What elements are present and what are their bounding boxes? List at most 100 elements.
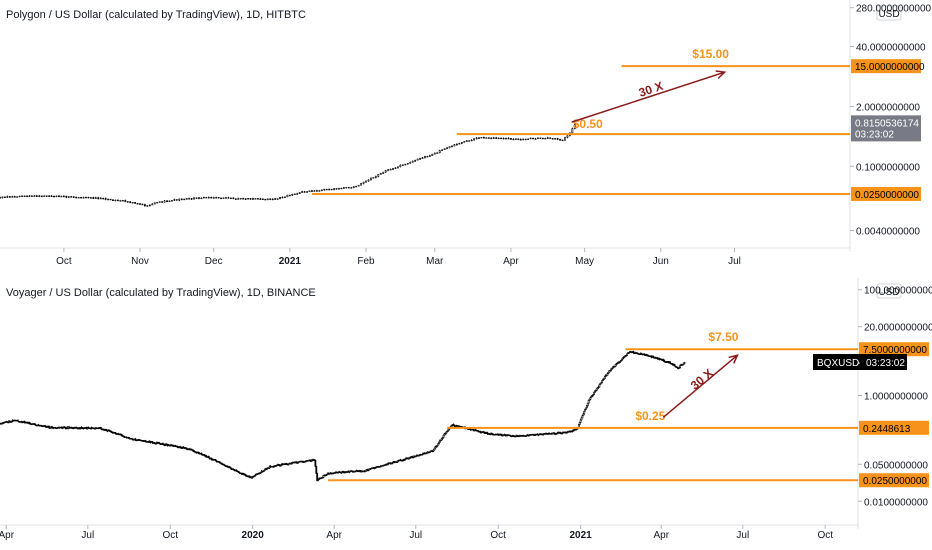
x-tick-label: Oct	[56, 256, 72, 267]
candle-body	[139, 203, 141, 205]
x-tick-label: Jun	[653, 256, 669, 267]
candle-body	[313, 190, 316, 192]
currency-badge-box	[876, 5, 902, 21]
candle-body	[249, 198, 252, 200]
level-price-label: 7.5000000000	[863, 345, 927, 356]
x-tick-label: Apr	[653, 530, 669, 541]
candle-body	[357, 184, 360, 187]
candle-body	[328, 188, 331, 191]
candle-body	[198, 197, 200, 199]
growth-arrow-head	[715, 70, 727, 79]
candle-body	[188, 198, 191, 200]
candle-body	[382, 171, 385, 174]
candle-body	[141, 203, 144, 206]
candle-body	[281, 196, 284, 199]
candle-body	[173, 199, 176, 201]
candle-body	[505, 137, 507, 140]
candle-body	[586, 402, 589, 407]
candle-body	[679, 365, 681, 369]
x-tick-label: 2021	[279, 256, 302, 267]
candle-body	[11, 196, 14, 198]
candle-body	[21, 195, 24, 197]
currency-badge[interactable]: USD	[876, 283, 902, 299]
candle-body	[485, 137, 488, 139]
x-tick-label: Jul	[728, 256, 741, 267]
y-tick-label: 0.0100000000	[864, 497, 928, 508]
candle-body	[45, 195, 48, 197]
candle-body	[453, 144, 456, 147]
candle-body	[325, 188, 328, 191]
candle-body	[352, 186, 355, 188]
candle-body	[16, 196, 19, 198]
candle-body	[603, 376, 606, 380]
x-tick-label: Oct	[162, 530, 178, 541]
candle-body	[207, 196, 210, 199]
candle-body	[92, 197, 95, 199]
chart-panel-2: Voyager / US Dollar (calculated by Tradi…	[0, 278, 932, 541]
candle-body	[397, 166, 399, 169]
candle-body	[67, 196, 70, 198]
candle-body	[254, 198, 257, 200]
candle-body	[252, 198, 254, 200]
candle-body	[112, 199, 114, 202]
y-tick-label: 40.0000000000	[856, 43, 926, 54]
candle-body	[372, 177, 375, 179]
candle-body	[347, 186, 350, 189]
candle-body	[443, 148, 446, 150]
candle-body	[544, 137, 547, 140]
candle-body	[446, 147, 448, 149]
candle-body	[438, 150, 441, 154]
candle-body	[55, 195, 58, 198]
currency-badge[interactable]: USD	[876, 5, 902, 21]
candle-body	[411, 160, 414, 163]
candle-body	[215, 197, 218, 199]
level-price-badge	[851, 59, 921, 74]
candle-body	[512, 138, 515, 141]
candle-body	[269, 198, 272, 200]
candle-body	[234, 198, 237, 200]
candle-body	[683, 362, 686, 364]
candle-body	[546, 137, 549, 139]
candle-body	[200, 197, 203, 200]
candle-body	[82, 197, 85, 199]
candle-body	[237, 198, 240, 200]
candle-body	[314, 460, 317, 467]
candle-body	[527, 138, 530, 140]
candle-body	[355, 185, 358, 188]
candle-body	[146, 205, 149, 207]
x-tick-label: Mar	[426, 256, 444, 267]
candles	[0, 350, 686, 482]
candle-body	[487, 137, 490, 139]
candle-body	[303, 191, 306, 193]
candle-body	[421, 157, 424, 159]
candle-body	[242, 198, 245, 200]
candle-body	[99, 197, 102, 200]
candle-body	[286, 194, 289, 198]
x-tick-label: 2020	[242, 530, 265, 541]
candle-body	[473, 138, 475, 141]
candle-body	[171, 200, 173, 202]
target-annotation: $15.00	[692, 47, 729, 61]
candle-body	[549, 137, 552, 139]
candle-body	[257, 198, 259, 200]
y-tick-label: 2.0000000000	[856, 102, 920, 113]
start-annotation: $0.25	[635, 409, 665, 423]
y-tick-label: 0.0040000000	[856, 227, 920, 238]
candle-body	[134, 202, 137, 204]
candle-body	[279, 196, 281, 200]
candle-body	[414, 159, 417, 162]
candle-body	[48, 195, 51, 197]
candle-body	[23, 195, 26, 197]
candle-body	[475, 137, 478, 140]
candle-body	[365, 180, 367, 183]
candle-body	[62, 195, 65, 198]
candle-body	[406, 163, 409, 165]
candle-body	[97, 197, 100, 200]
candle-body	[323, 188, 326, 191]
candle-body	[185, 198, 188, 200]
candle-body	[593, 391, 595, 395]
candle-body	[144, 204, 146, 207]
y-tick-label: 1.0000000000	[864, 391, 928, 402]
candle-body	[497, 137, 500, 140]
candle-body	[166, 200, 168, 202]
